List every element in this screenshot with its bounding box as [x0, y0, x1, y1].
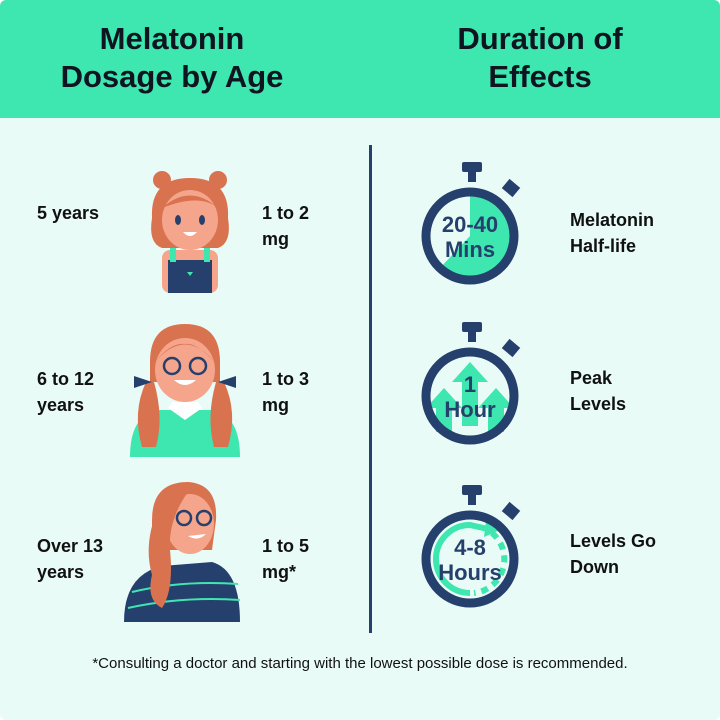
- age-label: 6 to 12 years: [37, 366, 94, 418]
- effect-text-line2: Half-life: [570, 236, 637, 256]
- age-text: 5 years: [37, 203, 100, 223]
- effect-label: Levels Go Down: [570, 528, 656, 580]
- dosage-title: Melatonin Dosage by Age: [22, 20, 322, 96]
- effect-text-line2: Down: [570, 557, 619, 577]
- dose-unit: mg: [262, 395, 289, 415]
- age-label: 5 years: [37, 200, 99, 226]
- effect-label: Melatonin Half-life: [570, 207, 654, 259]
- dosage-title-line2: Dosage by Age: [60, 59, 284, 94]
- time-unit: Hours: [438, 560, 502, 585]
- duration-title-line2: Effects: [488, 59, 592, 94]
- age-text: 6 to 12: [37, 369, 95, 389]
- dose-label: 1 to 5 mg*: [262, 533, 309, 585]
- girl-with-glasses-pigtails-avatar: [130, 324, 240, 457]
- age-text-line2: years: [37, 395, 85, 415]
- effect-text: Melatonin: [570, 210, 654, 230]
- dose-text: 1 to 2: [262, 203, 310, 223]
- time-text: 1: [464, 372, 476, 397]
- stopwatch-pie-icon: 20-40 Mins: [421, 162, 521, 285]
- time-text: 4-8: [454, 535, 486, 560]
- duration-title-line1: Duration of: [457, 21, 623, 56]
- stopwatch-circular-arrow-icon: 4-8 Hours: [421, 485, 521, 608]
- time-unit: Hour: [444, 397, 496, 422]
- stopwatch-arrows-up-icon: 1 Hour: [421, 322, 521, 445]
- dose-text: 1 to 3: [262, 369, 310, 389]
- column-divider: [369, 145, 372, 633]
- dose-text: 1 to 5: [262, 536, 310, 556]
- effect-text-line2: Levels: [570, 394, 627, 414]
- effect-text: Peak: [570, 368, 613, 388]
- dose-label: 1 to 2 mg: [262, 200, 309, 252]
- effect-label: Peak Levels: [570, 365, 626, 417]
- dosage-title-line1: Melatonin: [99, 21, 245, 56]
- dose-unit: mg: [262, 229, 289, 249]
- age-label: Over 13 years: [37, 533, 103, 585]
- header-band: Melatonin Dosage by Age Duration of Effe…: [0, 0, 720, 118]
- age-text: Over 13: [37, 536, 104, 556]
- dose-label: 1 to 3 mg: [262, 366, 309, 418]
- time-text: 20-40: [442, 212, 498, 237]
- young-girl-avatar: [151, 171, 229, 293]
- age-text-line2: years: [37, 562, 85, 582]
- teen-girl-with-glasses-avatar: [124, 482, 241, 622]
- dose-unit: mg*: [262, 562, 297, 582]
- time-unit: Mins: [445, 237, 495, 262]
- effect-text: Levels Go: [570, 531, 657, 551]
- footnote: *Consulting a doctor and starting with t…: [92, 655, 628, 672]
- duration-title: Duration of Effects: [390, 20, 690, 96]
